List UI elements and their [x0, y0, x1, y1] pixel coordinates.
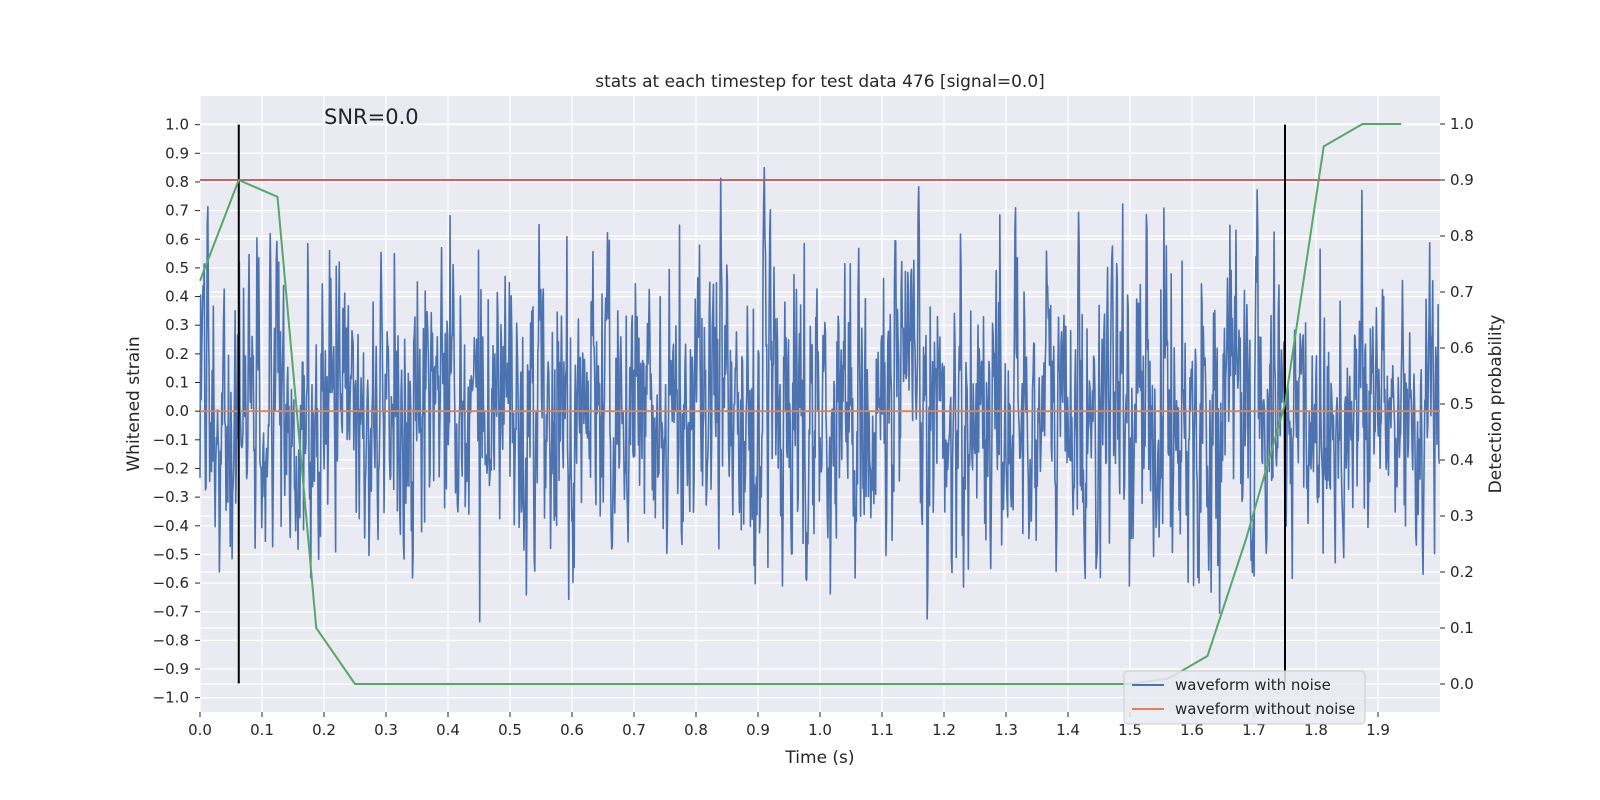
- x-tick-label: 1.4: [1056, 721, 1080, 739]
- y-right-tick-label: 0.3: [1450, 507, 1474, 525]
- y-left-tick-label: −0.1: [153, 431, 189, 449]
- y-right-axis-label: Detection probability: [1486, 315, 1506, 494]
- y-left-tick-label: 0.3: [165, 316, 189, 334]
- y-left-tick-label: 0.8: [165, 173, 189, 191]
- x-tick-label: 1.3: [994, 721, 1018, 739]
- y-right-tick-label: 1.0: [1450, 115, 1474, 133]
- waveform-with-noise-line: [199, 166, 1441, 623]
- y-right-tick-label: 0.0: [1450, 675, 1474, 693]
- x-tick-label: 0.8: [684, 721, 708, 739]
- x-tick-label: 1.1: [870, 721, 894, 739]
- y-left-tick-label: −0.3: [153, 488, 189, 506]
- x-tick-label: 0.3: [374, 721, 398, 739]
- y-right-tick-label: 0.8: [1450, 227, 1474, 245]
- x-axis-label: Time (s): [784, 748, 854, 768]
- y-right-tick-label: 0.7: [1450, 283, 1474, 301]
- series-waveform-with-noise: [199, 166, 1441, 623]
- y-left-tick-label: 0.7: [165, 202, 189, 220]
- y-left-tick-label: −1.0: [153, 689, 189, 707]
- snr-annotation: SNR=0.0: [324, 105, 419, 129]
- x-tick-label: 1.8: [1304, 721, 1328, 739]
- y-right-tick-label: 0.9: [1450, 171, 1474, 189]
- y-right-tick-label: 0.5: [1450, 395, 1474, 413]
- y-left-tick-label: −0.7: [153, 603, 189, 621]
- x-tick-label: 1.0: [808, 721, 832, 739]
- y-left-tick-label: 0.0: [165, 402, 189, 420]
- x-tick-label: 1.7: [1242, 721, 1266, 739]
- y-left-tick-label: 0.1: [165, 374, 189, 392]
- x-tick-label: 0.4: [436, 721, 460, 739]
- y-left-tick-label: −0.5: [153, 545, 189, 563]
- y-right-tick-label: 0.1: [1450, 619, 1474, 637]
- legend-label-waveform-without-noise: waveform without noise: [1175, 700, 1355, 718]
- x-tick-label: 0.1: [250, 721, 274, 739]
- y-left-tick-label: −0.9: [153, 660, 189, 678]
- legend-box: [1123, 670, 1366, 725]
- legend-label-waveform-with-noise: waveform with noise: [1175, 676, 1331, 694]
- x-tick-label: 1.5: [1118, 721, 1142, 739]
- x-tick-label: 1.6: [1180, 721, 1204, 739]
- series-detection-probability: [199, 123, 1402, 685]
- y-left-tick-label: 0.2: [165, 345, 189, 363]
- x-tick-label: 1.2: [932, 721, 956, 739]
- y-left-tick-label: −0.6: [153, 574, 189, 592]
- x-tick-label: 0.7: [622, 721, 646, 739]
- x-tick-label: 1.9: [1366, 721, 1390, 739]
- y-left-tick-label: −0.4: [153, 517, 189, 535]
- chart-title: stats at each timestep for test data 476…: [595, 72, 1045, 92]
- y-right-tick-label: 0.2: [1450, 563, 1474, 581]
- y-left-tick-label: 0.6: [165, 230, 189, 248]
- y-right-tick-label: 0.6: [1450, 339, 1474, 357]
- legend: waveform with noise waveform without noi…: [1123, 670, 1366, 725]
- y-left-tick-label: 0.4: [165, 288, 189, 306]
- y-left-tick-label: 0.9: [165, 144, 189, 162]
- y-left-tick-label: −0.2: [153, 459, 189, 477]
- y-left-tick-label: 1.0: [165, 116, 189, 134]
- x-tick-label: 0.0: [188, 721, 212, 739]
- y-left-axis-label: Whitened strain: [124, 336, 144, 471]
- y-left-tick-label: 0.5: [165, 259, 189, 277]
- y-right-tick-label: 0.4: [1450, 451, 1474, 469]
- y-right-axis-ticks: 1.0 0.9 0.8 0.7 0.6 0.5 0.4 0.3 0.2 0.1 0.0: [1440, 115, 1474, 693]
- y-left-axis-ticks: 1.0 0.9 0.8 0.7 0.6 0.5 0.4 0.3 0.2 0.1 0.0 −0.1 −0.…: [153, 116, 200, 707]
- x-axis-ticks: 0.0 0.1 0.2 0.3 0.4 0.5 0.6 0.7 0.8 0.9 1.0 1.1 1.2 1…: [188, 712, 1390, 739]
- x-tick-label: 0.9: [746, 721, 770, 739]
- x-tick-label: 0.5: [498, 721, 522, 739]
- y-left-tick-label: −0.8: [153, 631, 189, 649]
- x-tick-label: 0.2: [312, 721, 336, 739]
- x-tick-label: 0.6: [560, 721, 584, 739]
- detection-probability-line: [199, 123, 1402, 685]
